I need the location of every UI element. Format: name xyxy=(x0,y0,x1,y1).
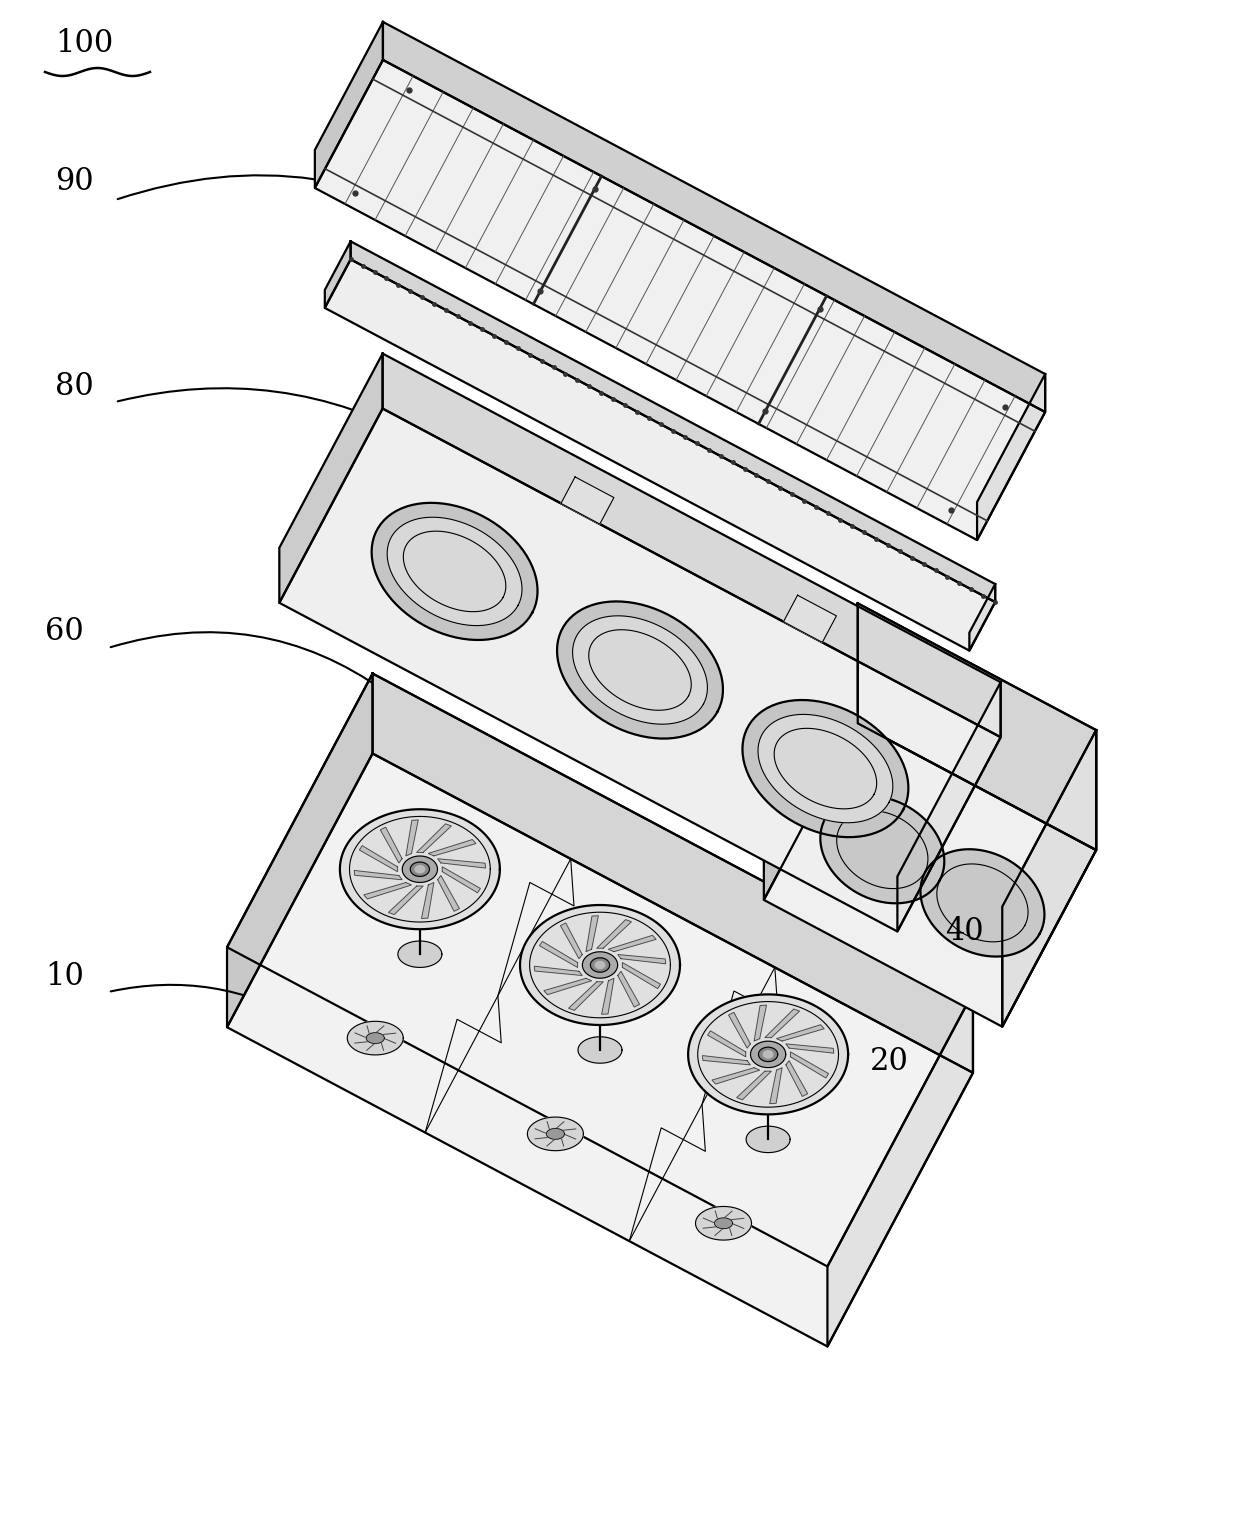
Polygon shape xyxy=(227,674,973,1266)
Polygon shape xyxy=(360,846,398,872)
Polygon shape xyxy=(443,867,480,893)
Polygon shape xyxy=(898,683,1001,931)
Polygon shape xyxy=(372,674,973,1073)
Polygon shape xyxy=(754,1006,766,1041)
Polygon shape xyxy=(622,963,661,989)
Polygon shape xyxy=(746,1126,790,1152)
Polygon shape xyxy=(712,1068,760,1084)
Polygon shape xyxy=(786,1061,807,1096)
Text: 90: 90 xyxy=(55,166,94,197)
Polygon shape xyxy=(539,942,578,968)
Text: 100: 100 xyxy=(55,27,113,59)
Polygon shape xyxy=(422,882,434,919)
Polygon shape xyxy=(279,408,1001,931)
Polygon shape xyxy=(340,809,500,930)
Polygon shape xyxy=(557,602,723,739)
Polygon shape xyxy=(737,1071,771,1100)
Polygon shape xyxy=(708,1030,745,1056)
Polygon shape xyxy=(383,21,1045,411)
Polygon shape xyxy=(388,885,423,914)
Polygon shape xyxy=(527,1117,583,1151)
Polygon shape xyxy=(351,241,996,602)
Polygon shape xyxy=(573,616,708,724)
Polygon shape xyxy=(920,849,1044,957)
Polygon shape xyxy=(821,796,945,904)
Polygon shape xyxy=(764,1050,773,1058)
Polygon shape xyxy=(398,940,441,968)
Polygon shape xyxy=(560,477,614,524)
Polygon shape xyxy=(227,674,372,1027)
Polygon shape xyxy=(520,905,680,1026)
Polygon shape xyxy=(601,978,614,1015)
Polygon shape xyxy=(784,596,837,642)
Polygon shape xyxy=(786,1044,833,1053)
Polygon shape xyxy=(759,1047,777,1062)
Text: 20: 20 xyxy=(870,1045,909,1077)
Polygon shape xyxy=(583,952,618,978)
Polygon shape xyxy=(977,373,1045,539)
Polygon shape xyxy=(764,724,1096,1027)
Polygon shape xyxy=(1002,730,1096,1027)
Polygon shape xyxy=(279,354,383,604)
Polygon shape xyxy=(315,21,383,187)
Polygon shape xyxy=(534,966,583,975)
Polygon shape xyxy=(405,820,418,856)
Polygon shape xyxy=(714,1218,733,1228)
Polygon shape xyxy=(827,992,973,1347)
Polygon shape xyxy=(696,1207,751,1241)
Polygon shape xyxy=(764,604,858,899)
Polygon shape xyxy=(544,978,591,995)
Polygon shape xyxy=(410,863,429,876)
Polygon shape xyxy=(858,604,1096,850)
Polygon shape xyxy=(402,856,438,882)
Polygon shape xyxy=(750,1041,786,1068)
Polygon shape xyxy=(688,994,848,1114)
Polygon shape xyxy=(743,700,909,837)
Polygon shape xyxy=(227,753,973,1347)
Polygon shape xyxy=(595,962,605,969)
Polygon shape xyxy=(383,354,1001,738)
Polygon shape xyxy=(417,824,451,852)
Polygon shape xyxy=(729,1012,750,1049)
Polygon shape xyxy=(381,828,402,863)
Polygon shape xyxy=(609,936,656,951)
Polygon shape xyxy=(347,1021,403,1055)
Polygon shape xyxy=(547,1128,564,1140)
Text: 80: 80 xyxy=(55,370,94,402)
Polygon shape xyxy=(758,715,893,823)
Polygon shape xyxy=(387,517,522,626)
Polygon shape xyxy=(363,882,412,899)
Polygon shape xyxy=(618,954,666,963)
Polygon shape xyxy=(590,957,610,972)
Polygon shape xyxy=(776,1024,825,1041)
Polygon shape xyxy=(415,866,424,873)
Polygon shape xyxy=(791,1052,828,1077)
Polygon shape xyxy=(560,924,583,959)
Polygon shape xyxy=(355,870,402,879)
Polygon shape xyxy=(325,241,351,308)
Polygon shape xyxy=(702,1056,750,1065)
Polygon shape xyxy=(569,981,603,1010)
Polygon shape xyxy=(315,59,1045,539)
Text: 10: 10 xyxy=(45,962,84,992)
Polygon shape xyxy=(618,971,640,1007)
Polygon shape xyxy=(765,1009,800,1038)
Polygon shape xyxy=(596,919,631,948)
Polygon shape xyxy=(372,503,537,640)
Polygon shape xyxy=(770,1068,782,1103)
Polygon shape xyxy=(428,840,476,856)
Polygon shape xyxy=(325,259,996,651)
Polygon shape xyxy=(587,916,599,951)
Polygon shape xyxy=(438,876,459,911)
Polygon shape xyxy=(578,1036,622,1064)
Text: 40: 40 xyxy=(945,916,983,946)
Polygon shape xyxy=(438,858,486,869)
Text: 60: 60 xyxy=(45,616,84,648)
Polygon shape xyxy=(970,584,996,651)
Polygon shape xyxy=(366,1033,384,1044)
